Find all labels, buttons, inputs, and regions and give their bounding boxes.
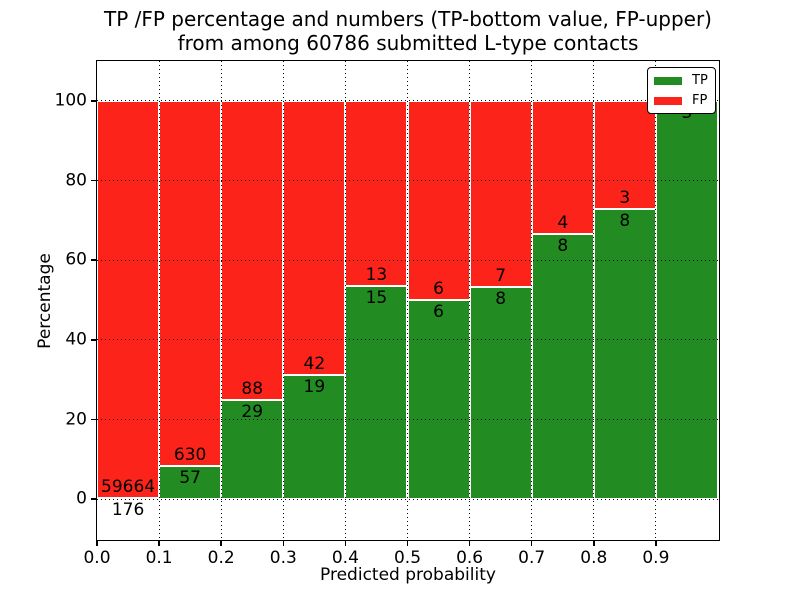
gridline-vertical xyxy=(469,61,471,539)
legend-item-fp: FP xyxy=(654,94,715,107)
y-tick-mark xyxy=(90,418,96,421)
y-tick-mark xyxy=(90,100,96,102)
fp-count-label: 6 xyxy=(433,279,444,299)
x-tick-label: 0.9 xyxy=(642,548,670,568)
x-tick-mark xyxy=(344,540,347,546)
x-tick-label: 0.7 xyxy=(518,548,546,568)
x-tick-label: 0.4 xyxy=(331,548,359,568)
y-tick-label: 100 xyxy=(54,90,87,111)
x-tick-mark xyxy=(655,540,657,546)
bar-tp-segment xyxy=(283,375,346,500)
gridline-vertical xyxy=(158,61,160,539)
x-tick-mark xyxy=(158,540,160,546)
legend: TP FP xyxy=(647,67,716,114)
gridline-vertical xyxy=(344,61,346,539)
y-tick-label: 80 xyxy=(65,170,87,191)
bar-fp-segment xyxy=(531,100,594,234)
fp-count-label: 42 xyxy=(303,354,326,375)
tp-count-label: 8 xyxy=(619,211,631,232)
y-tick-label: 20 xyxy=(65,409,87,430)
y-tick-label: 0 xyxy=(76,488,87,509)
x-tick-mark xyxy=(220,540,222,546)
tp-count-label: 8 xyxy=(557,235,569,256)
chart-title-line1: TP /FP percentage and numbers (TP-bottom… xyxy=(104,7,712,31)
x-tick-mark xyxy=(468,540,471,546)
x-tick-mark xyxy=(96,540,98,546)
tp-count-label: 176 xyxy=(111,499,145,520)
legend-label-fp: FP xyxy=(692,93,708,108)
fp-count-label: 4 xyxy=(557,212,569,233)
bar-tp-segment xyxy=(655,100,718,500)
plot-area: 0 20 40 60 80 100 0.0 0.1 0.2 0.3 0.4 0.5 0.6 0.7 0.8 0… xyxy=(55,60,720,568)
gridline-vertical xyxy=(282,61,284,539)
x-tick-label: 0.8 xyxy=(580,548,608,568)
x-tick-mark xyxy=(593,540,595,546)
y-tick-mark xyxy=(90,498,96,500)
x-axis-label: Predicted probability xyxy=(320,565,496,585)
fp-count-label: 3 xyxy=(619,188,631,209)
tp-count-label: 57 xyxy=(179,468,201,489)
bar-fp-segment xyxy=(345,100,408,286)
tp-count-label: 15 xyxy=(365,287,388,308)
fp-swatch-icon xyxy=(654,96,682,105)
legend-item-tp: TP xyxy=(654,74,715,87)
y-axis-label: Percentage xyxy=(35,253,55,349)
tp-count-label: 19 xyxy=(303,377,326,398)
x-tick-mark xyxy=(282,540,285,546)
x-tick-label: 0.3 xyxy=(269,548,297,568)
chart-title: TP /FP percentage and numbers (TP-bottom… xyxy=(96,7,720,55)
bar-fp-segment xyxy=(221,100,284,401)
chart-layer: 0 20 40 60 80 100 0.0 0.1 0.2 0.3 0.4 0.5 0.6 0.7 0.8 0… xyxy=(55,61,718,568)
bar-tp-segment xyxy=(593,209,656,500)
y-tick-label: 40 xyxy=(65,329,87,350)
tp-swatch-icon xyxy=(654,76,682,85)
tp-count-label: 8 xyxy=(495,288,507,309)
fp-count-label: 630 xyxy=(173,445,207,466)
x-tick-mark xyxy=(406,540,409,546)
bar-fp-segment xyxy=(593,100,656,210)
x-tick-label: 0.0 xyxy=(83,548,111,568)
tp-count-label: 29 xyxy=(241,402,264,423)
gridline-vertical xyxy=(531,61,533,539)
bar-tp-segment xyxy=(345,285,408,500)
bar-tp-segment xyxy=(531,233,594,500)
y-tick-label: 60 xyxy=(65,249,87,270)
x-tick-mark xyxy=(530,540,533,546)
bar-tp-segment xyxy=(407,300,470,500)
gridline-vertical xyxy=(655,61,657,539)
gridline-vertical xyxy=(407,61,408,539)
chart-title-line2: from among 60786 submitted L-type contac… xyxy=(177,31,639,55)
gridline-vertical xyxy=(593,61,595,539)
bar-fp-segment xyxy=(407,100,470,300)
y-tick-mark xyxy=(90,339,96,341)
bar-fp-segment xyxy=(159,100,222,467)
legend-label-tp: TP xyxy=(692,73,708,88)
y-tick-mark xyxy=(90,259,96,261)
bar-fp-segment xyxy=(97,100,160,498)
bar-fp-segment xyxy=(283,100,346,376)
bar-tp-segment xyxy=(221,400,284,500)
fp-count-label: 88 xyxy=(241,379,264,400)
x-tick-label: 0.1 xyxy=(145,548,173,568)
bar-tp-segment xyxy=(159,466,222,500)
x-tick-label: 0.6 xyxy=(456,548,484,568)
bar-tp-segment xyxy=(469,286,532,500)
x-tick-label: 0.5 xyxy=(393,548,422,568)
fp-count-label: 7 xyxy=(495,265,507,286)
tp-count-label: 6 xyxy=(433,302,444,322)
x-tick-label: 0.2 xyxy=(207,548,235,568)
bar-fp-segment xyxy=(469,100,532,287)
gridline-vertical xyxy=(220,61,222,539)
fp-count-label: 13 xyxy=(365,264,388,285)
fp-count-label: 59664 xyxy=(101,476,156,497)
y-tick-mark xyxy=(90,179,96,182)
